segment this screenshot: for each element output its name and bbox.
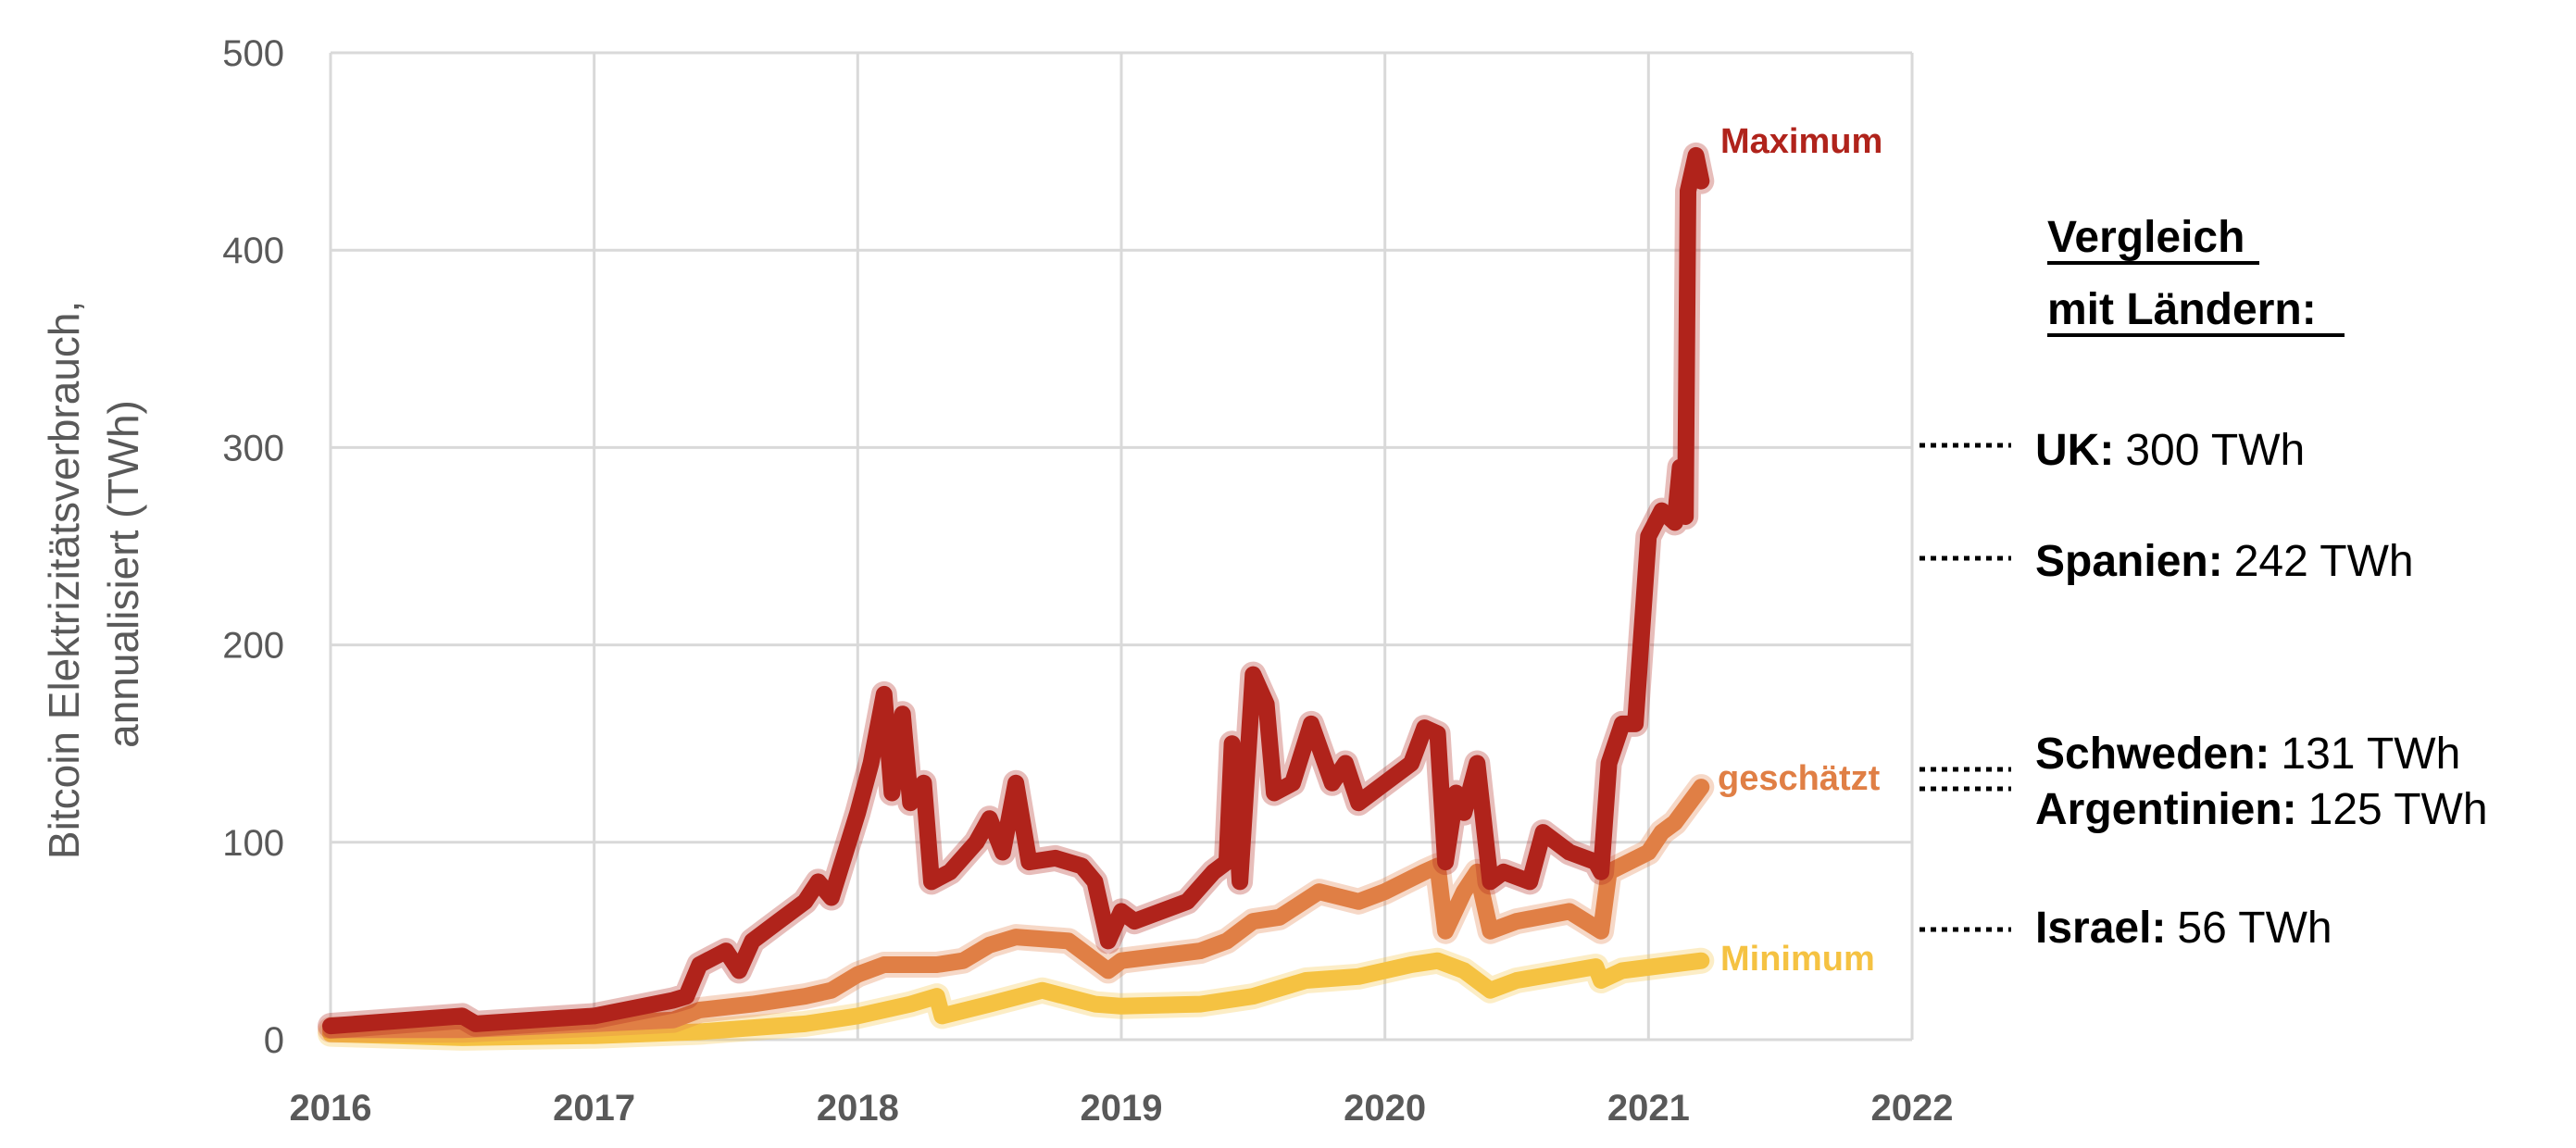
country-name: Israel:: [2035, 904, 2166, 953]
country-value: 131 TWh: [2281, 730, 2460, 779]
y-tick-label: 500: [222, 33, 284, 74]
comparison-item: Argentinien: 125 TWh: [2035, 785, 2488, 834]
series-line-maximum: [322, 146, 1710, 1035]
y-tick-label: 400: [222, 231, 284, 271]
x-axis-ticks: 2016 2017 2018 2019 2020 2021 2022: [290, 1088, 1954, 1129]
x-tick-label: 2016: [290, 1088, 372, 1129]
series-line-minimum: [322, 952, 1710, 1046]
x-tick-label: 2021: [1607, 1088, 1690, 1129]
series-label-maximum: Maximum: [1720, 122, 1882, 161]
country-value: 125 TWh: [2308, 785, 2488, 834]
y-tick-label: 300: [222, 428, 284, 468]
comparison-heading-line2: mit Ländern:: [2047, 285, 2317, 334]
comparison-heading: Vergleich mit Ländern:: [2047, 213, 2345, 337]
y-tick-label: 200: [222, 626, 284, 667]
country-value: 56 TWh: [2177, 904, 2332, 953]
x-tick-label: 2022: [1871, 1088, 1954, 1129]
series-lines: [318, 142, 1715, 1051]
comparison-item: Israel: 56 TWh: [2035, 904, 2332, 953]
comparison-item: Schweden: 131 TWh: [2035, 730, 2460, 779]
y-tick-label: 0: [264, 1020, 284, 1061]
x-tick-label: 2018: [817, 1088, 899, 1129]
series-label-minimum: Minimum: [1720, 940, 1875, 979]
y-axis-title: Bitcoin Elektrizitätsverbrauch, annualis…: [40, 289, 147, 859]
series-line-geschätzt: [322, 779, 1710, 1039]
country-value: 300 TWh: [2125, 426, 2305, 475]
country-name: Schweden:: [2035, 730, 2270, 779]
comparison-heading-line1: Vergleich: [2047, 213, 2245, 262]
gridlines: [329, 51, 1914, 1042]
y-axis-title-line1: Bitcoin Elektrizitätsverbrauch,: [40, 301, 88, 859]
x-tick-label: 2019: [1081, 1088, 1163, 1129]
country-name: Spanien:: [2035, 537, 2223, 586]
x-tick-label: 2020: [1344, 1088, 1426, 1129]
country-name: UK:: [2035, 426, 2114, 475]
country-name: Argentinien:: [2035, 785, 2297, 834]
x-tick-label: 2017: [553, 1088, 635, 1129]
series-label-geschaetzt: geschätzt: [1718, 759, 1881, 798]
comparison-item: UK: 300 TWh: [2035, 426, 2305, 475]
y-tick-label: 100: [222, 823, 284, 864]
y-axis-title-line2: annualisiert (TWh): [99, 400, 147, 748]
country-comparisons: UK: 300 TWh Spanien: 242 TWh Schweden: 131 TW…: [1919, 426, 2488, 953]
y-axis-ticks: 0 100 200 300 400 500: [222, 33, 284, 1061]
country-value: 242 TWh: [2234, 537, 2414, 586]
comparison-item: Spanien: 242 TWh: [2035, 537, 2414, 586]
